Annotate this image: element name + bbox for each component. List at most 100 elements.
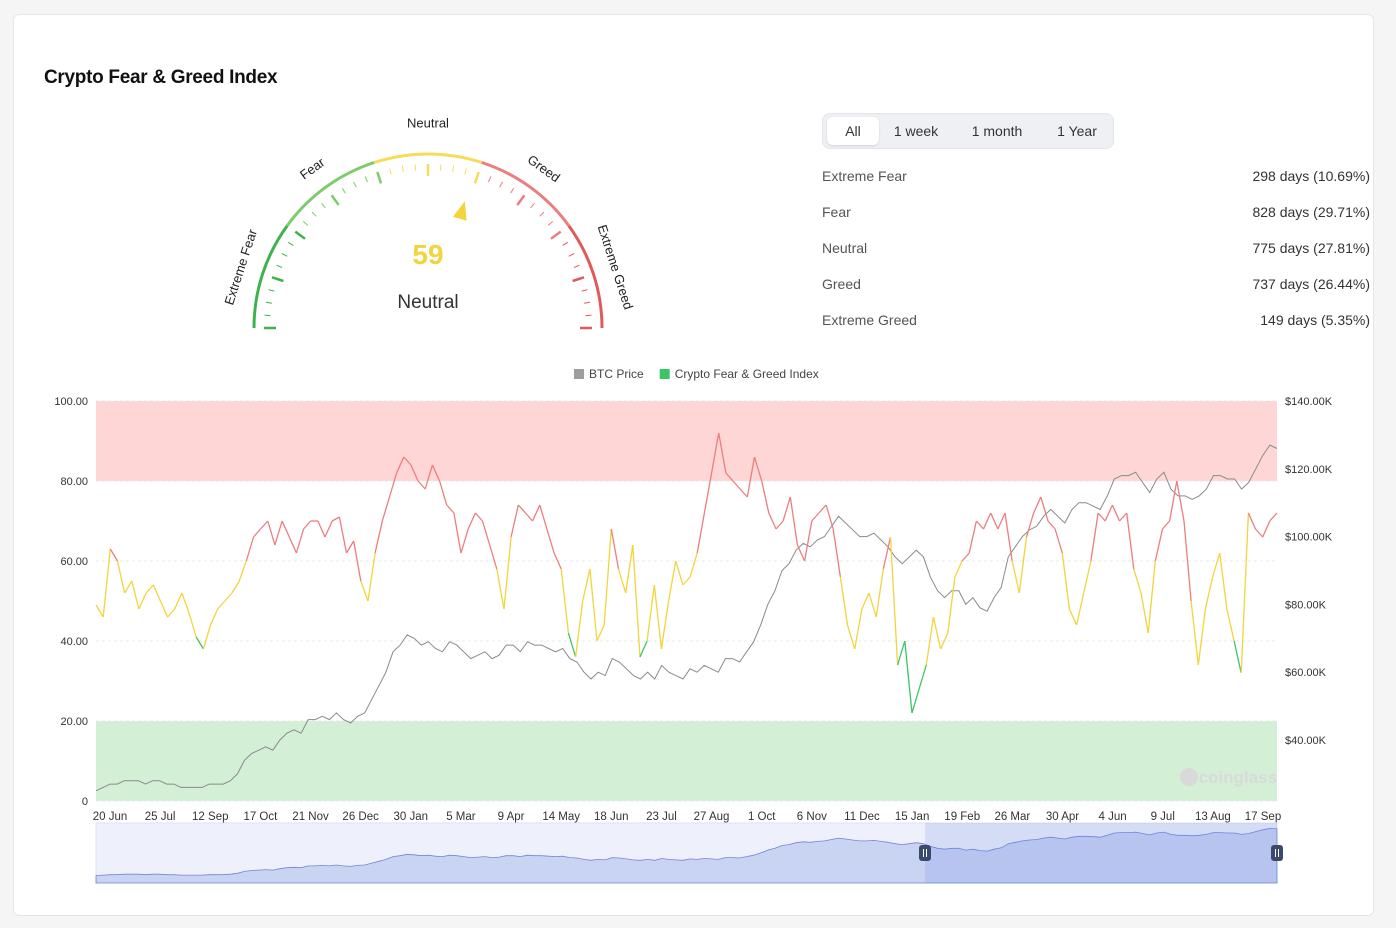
fear-greed-segment bbox=[796, 544, 806, 562]
fear-greed-segment bbox=[1047, 520, 1056, 530]
fear-greed-segment bbox=[1083, 560, 1092, 594]
fear-greed-segment bbox=[517, 504, 526, 514]
stat-label: Extreme Greed bbox=[822, 312, 917, 328]
zoom-selection[interactable] bbox=[925, 823, 1277, 883]
gauge-tick bbox=[584, 301, 591, 304]
fear-greed-segment bbox=[818, 504, 827, 514]
stat-row-extreme-fear: Extreme Fear 298 days (10.69%) bbox=[822, 158, 1370, 194]
stat-value: 737 days (26.44%) bbox=[1252, 276, 1370, 292]
right-axis-tick: $80.00K bbox=[1285, 599, 1327, 611]
tab-1-week[interactable]: 1 week bbox=[893, 123, 939, 139]
gauge-tick bbox=[311, 211, 317, 217]
legend-label[interactable]: Crypto Fear & Greed Index bbox=[675, 367, 819, 381]
watermark-logo-icon bbox=[1180, 768, 1198, 786]
fear-greed-segment bbox=[1233, 640, 1242, 674]
gauge-tick bbox=[330, 194, 340, 206]
x-axis-tick: 6 Nov bbox=[797, 811, 827, 823]
fear-greed-segment bbox=[896, 640, 906, 666]
fear-greed-segment bbox=[582, 568, 591, 602]
fear-greed-segment bbox=[1104, 504, 1113, 522]
fear-greed-segment bbox=[1240, 512, 1250, 674]
fear-greed-segment bbox=[446, 504, 455, 514]
gauge-tick bbox=[581, 289, 588, 292]
legend-swatch bbox=[574, 369, 584, 379]
legend-label[interactable]: BTC Price bbox=[589, 367, 644, 381]
gauge-tick bbox=[276, 264, 283, 268]
fear-greed-segment bbox=[374, 520, 383, 554]
gauge-tick bbox=[401, 165, 404, 172]
x-axis-tick: 18 Jun bbox=[594, 811, 629, 823]
fear-greed-segment bbox=[238, 560, 247, 582]
fear-greed-segment bbox=[438, 480, 448, 506]
sentiment-stats: Extreme Fear 298 days (10.69%) Fear 828 … bbox=[822, 158, 1370, 338]
x-axis-tick: 5 Mar bbox=[446, 811, 476, 823]
fear-greed-segment bbox=[675, 560, 684, 586]
fear-greed-segment bbox=[1054, 528, 1063, 554]
fear-greed-segment bbox=[467, 512, 476, 530]
fear-greed-segment bbox=[739, 488, 748, 498]
fear-greed-segment bbox=[875, 568, 884, 618]
right-axis-tick: $60.00K bbox=[1285, 667, 1327, 679]
x-axis-tick: 1 Oct bbox=[748, 811, 776, 823]
stat-value: 828 days (29.71%) bbox=[1252, 204, 1370, 220]
tab-1-month[interactable]: 1 month bbox=[971, 123, 1023, 139]
right-axis-tick: $100.00K bbox=[1285, 532, 1333, 544]
fear-greed-segment bbox=[281, 520, 290, 538]
gauge-tick bbox=[547, 221, 554, 226]
fear-greed-segment bbox=[1140, 592, 1149, 634]
x-axis-tick: 27 Aug bbox=[694, 811, 730, 823]
zone-band bbox=[96, 401, 1277, 481]
fear-greed-segment bbox=[1211, 552, 1221, 578]
fear-greed-segment bbox=[424, 464, 434, 490]
fear-greed-segment bbox=[961, 552, 970, 562]
tab-all[interactable]: All bbox=[827, 117, 879, 145]
gauge-tick bbox=[389, 168, 392, 175]
fear-greed-segment bbox=[1204, 576, 1214, 610]
gauge-tick bbox=[353, 181, 357, 188]
fear-greed-segment bbox=[746, 456, 756, 498]
gauge-zone-label: Neutral bbox=[407, 115, 449, 130]
gauge-tick bbox=[414, 164, 417, 171]
zoom-handle[interactable] bbox=[1271, 845, 1283, 861]
fear-greed-segment bbox=[360, 580, 369, 602]
fear-greed-segment bbox=[288, 536, 297, 554]
fear-greed-segment bbox=[195, 636, 204, 650]
right-axis-tick: $140.00K bbox=[1285, 396, 1333, 408]
fear-greed-segment bbox=[825, 504, 834, 530]
fear-greed-segment bbox=[625, 544, 634, 594]
fear-greed-segment bbox=[732, 480, 741, 490]
fear-greed-segment bbox=[202, 624, 212, 650]
fear-greed-segment bbox=[403, 456, 412, 466]
x-axis-tick: 26 Mar bbox=[994, 811, 1030, 823]
tab-1-year[interactable]: 1 Year bbox=[1057, 123, 1097, 139]
fear-greed-segment bbox=[1011, 560, 1020, 594]
fear-greed-segment bbox=[1111, 504, 1121, 522]
x-axis-tick: 30 Apr bbox=[1046, 811, 1079, 823]
fear-greed-segment bbox=[1033, 496, 1042, 514]
fear-greed-segment bbox=[231, 580, 240, 594]
fear-greed-segment bbox=[381, 496, 391, 522]
left-axis-tick: 100.00 bbox=[54, 396, 88, 408]
fear-greed-segment bbox=[846, 624, 856, 650]
gauge-tick bbox=[550, 230, 562, 240]
fear-greed-segment bbox=[725, 472, 734, 482]
fear-greed-segment bbox=[260, 520, 269, 530]
x-axis-tick: 20 Jun bbox=[93, 811, 128, 823]
gauge-tick bbox=[341, 187, 346, 194]
stat-label: Greed bbox=[822, 276, 861, 292]
x-axis-tick: 21 Nov bbox=[292, 811, 329, 823]
fear-greed-segment bbox=[775, 520, 784, 530]
fear-greed-segment bbox=[1197, 608, 1207, 666]
fear-greed-segment bbox=[95, 604, 104, 618]
fear-greed-segment bbox=[295, 528, 305, 554]
gauge-tick bbox=[464, 168, 467, 175]
fear-greed-segment bbox=[660, 600, 670, 650]
zoom-handle[interactable] bbox=[919, 845, 931, 861]
fear-greed-segment bbox=[1133, 568, 1142, 594]
zone-band bbox=[96, 721, 1277, 801]
fear-greed-segment bbox=[761, 480, 770, 514]
fear-greed-segment bbox=[1226, 608, 1235, 642]
fear-greed-segment bbox=[116, 560, 126, 594]
fear-greed-segment bbox=[138, 592, 147, 610]
gauge-tick bbox=[562, 241, 569, 246]
